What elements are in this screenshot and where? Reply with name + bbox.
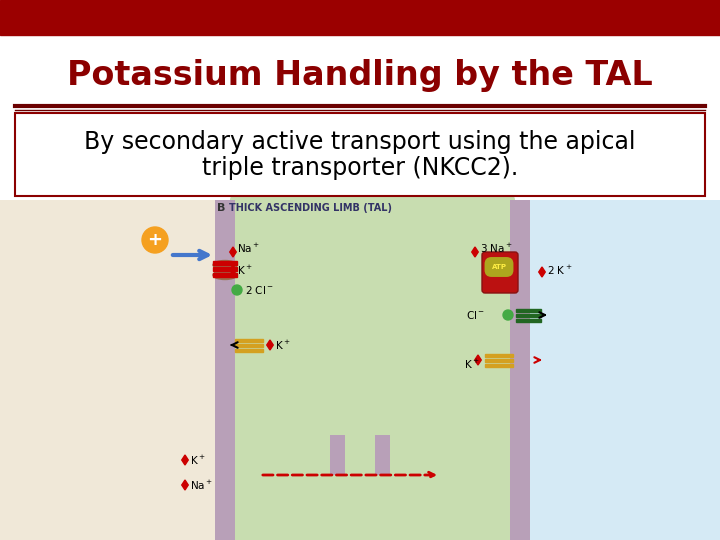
Polygon shape xyxy=(266,340,274,350)
Text: K$^+$: K$^+$ xyxy=(275,339,291,352)
Circle shape xyxy=(142,227,168,253)
Text: Potassium Handling by the TAL: Potassium Handling by the TAL xyxy=(67,58,653,91)
Text: By secondary active transport using the apical: By secondary active transport using the … xyxy=(84,131,636,154)
Ellipse shape xyxy=(213,271,237,280)
Polygon shape xyxy=(230,247,236,257)
Bar xyxy=(516,308,541,312)
Text: THICK ASCENDING LIMB (TAL): THICK ASCENDING LIMB (TAL) xyxy=(229,203,392,213)
Bar xyxy=(530,200,720,540)
Bar xyxy=(330,435,345,475)
Polygon shape xyxy=(539,267,545,277)
Text: ATP: ATP xyxy=(492,264,506,270)
Text: Na$^+$: Na$^+$ xyxy=(190,478,213,491)
Circle shape xyxy=(232,285,242,295)
Bar xyxy=(516,314,541,316)
Text: 2 K$^+$: 2 K$^+$ xyxy=(547,264,572,276)
Text: Cl$^-$: Cl$^-$ xyxy=(466,309,485,321)
Ellipse shape xyxy=(213,260,237,269)
Bar xyxy=(0,0,720,35)
Polygon shape xyxy=(181,455,188,465)
Text: Na$^+$: Na$^+$ xyxy=(237,241,260,254)
Polygon shape xyxy=(474,355,481,365)
Bar xyxy=(485,354,513,356)
Bar xyxy=(485,363,513,367)
Bar xyxy=(0,200,215,540)
Bar xyxy=(213,267,237,271)
Bar xyxy=(215,200,235,540)
Polygon shape xyxy=(230,265,236,275)
Polygon shape xyxy=(181,480,188,490)
Bar xyxy=(215,200,530,540)
Text: triple transporter (NKCC2).: triple transporter (NKCC2). xyxy=(202,157,518,180)
Bar xyxy=(235,339,263,341)
Bar xyxy=(213,261,237,265)
Bar xyxy=(15,113,705,196)
Text: +: + xyxy=(148,231,163,249)
Bar xyxy=(485,359,513,361)
Bar xyxy=(213,273,237,277)
Text: 3 Na$^+$: 3 Na$^+$ xyxy=(480,241,513,254)
Circle shape xyxy=(503,310,513,320)
Text: 2 Cl$^-$: 2 Cl$^-$ xyxy=(245,284,274,296)
Bar xyxy=(235,343,263,347)
FancyBboxPatch shape xyxy=(482,252,518,293)
Text: B: B xyxy=(217,203,225,213)
Text: K$^+$: K$^+$ xyxy=(237,264,253,276)
Polygon shape xyxy=(472,247,478,257)
Bar xyxy=(510,200,530,540)
FancyBboxPatch shape xyxy=(230,195,515,230)
Text: K$^+$: K$^+$ xyxy=(190,454,206,467)
Bar xyxy=(235,348,263,352)
Text: K$^+$: K$^+$ xyxy=(464,357,480,370)
Bar xyxy=(375,435,390,475)
Bar xyxy=(516,319,541,321)
